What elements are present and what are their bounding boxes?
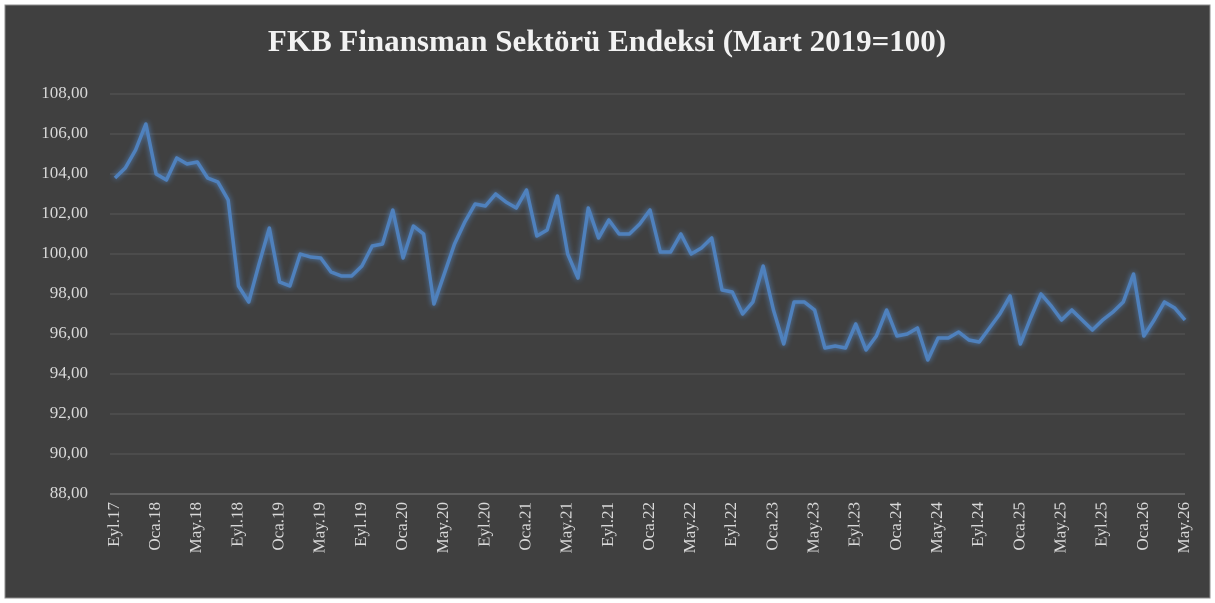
y-tick-label: 100,00 [41,243,88,262]
data-line [113,122,1187,362]
x-tick-label: May.18 [186,502,205,553]
x-tick-label: Eyl.20 [474,502,493,547]
x-tick-label: May.23 [804,502,823,553]
x-tick-label: Eyl.18 [227,502,246,547]
x-tick-label: Eyl.22 [721,502,740,547]
x-tick-label: Oca.21 [515,502,534,551]
y-tick-label: 96,00 [50,323,88,342]
x-tick-label: Oca.22 [639,502,658,551]
x-tick-label: Oca.18 [145,502,164,551]
chart-title: FKB Finansman Sektörü Endeksi (Mart 2019… [268,23,946,58]
x-tick-label: May.22 [680,502,699,553]
x-tick-label: Eyl.25 [1092,502,1111,547]
x-tick-label: Oca.24 [886,502,905,551]
x-tick-label: May.26 [1174,502,1193,553]
x-tick-label: Oca.20 [392,502,411,551]
y-tick-label: 108,00 [41,83,88,102]
x-tick-label: May.21 [557,502,576,553]
y-tick-label: 94,00 [50,363,88,382]
y-tick-label: 104,00 [41,163,88,182]
y-tick-label: 106,00 [41,123,88,142]
y-tick-label: 98,00 [50,283,88,302]
x-tick-label: May.19 [310,502,329,553]
x-tick-label: Eyl.24 [968,502,987,547]
y-tick-label: 88,00 [50,483,88,502]
x-tick-label: May.25 [1050,502,1069,553]
y-tick-label: 92,00 [50,403,88,422]
x-tick-label: May.24 [927,502,946,554]
x-tick-label: Oca.23 [762,502,781,551]
x-tick-label: Eyl.23 [845,502,864,547]
x-tick-label: Oca.19 [269,502,288,551]
chart-background [4,4,1211,599]
x-tick-label: Eyl.21 [598,502,617,547]
x-tick-label: Oca.25 [1009,502,1028,551]
x-tick-label: Eyl.19 [351,502,370,547]
x-tick-label: May.20 [433,502,452,553]
x-tick-label: Eyl.17 [104,502,123,547]
y-tick-label: 90,00 [50,443,88,462]
x-tick-label: Oca.26 [1133,502,1152,551]
y-tick-label: 102,00 [41,203,88,222]
